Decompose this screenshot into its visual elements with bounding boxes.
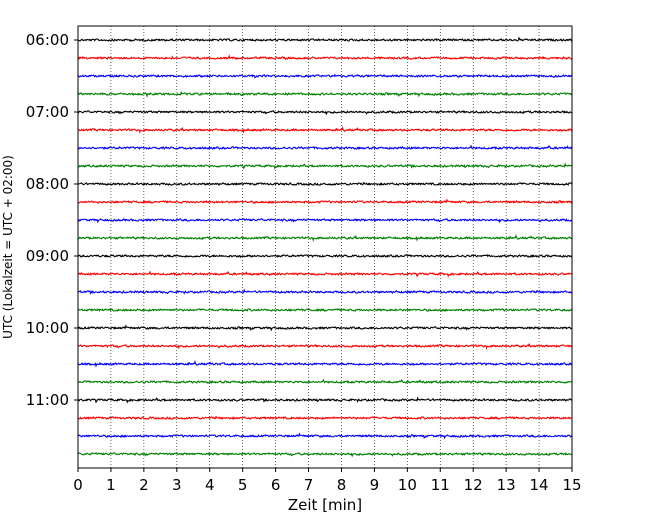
seismogram-trace: [77, 73, 573, 79]
x-tick-label: 7: [304, 476, 314, 494]
plot-area-frame: [77, 25, 573, 469]
seismogram-trace: [77, 270, 573, 278]
x-axis-label: Zeit [min]: [288, 496, 362, 514]
seismogram-trace: [77, 308, 573, 312]
x-tick-label: 3: [172, 476, 182, 494]
seismogram-trace: [77, 110, 573, 116]
y-tick-label: 09:00: [26, 247, 69, 265]
seismogram-trace: [77, 396, 573, 404]
seismogram-trace: [77, 90, 573, 98]
y-tick-label: 06:00: [26, 31, 69, 49]
seismogram-trace: [77, 144, 573, 151]
seismogram-trace: [77, 324, 573, 332]
x-tick-label: 5: [238, 476, 248, 494]
seismogram-trace: [77, 181, 573, 186]
seismogram-trace: [77, 54, 573, 61]
y-tick-label: 11:00: [26, 391, 69, 409]
y-tick-label: 08:00: [26, 175, 69, 193]
trace-layer: [77, 36, 573, 458]
y-axis: 06:00 07:00 08:00 09:00 10:00 11:00: [26, 31, 78, 409]
x-tick-label: 1: [106, 476, 116, 494]
seismogram-trace: [77, 36, 573, 42]
seismogram-trace: [77, 233, 573, 242]
seismogram-trace: [77, 198, 573, 204]
x-tick-label: 8: [337, 476, 347, 494]
x-tick-label: 12: [464, 476, 483, 494]
x-tick-label: 0: [73, 476, 83, 494]
y-tick-label: 07:00: [26, 103, 69, 121]
x-tick-label: 2: [139, 476, 149, 494]
seismogram-trace: [77, 378, 572, 385]
seismogram-trace: [77, 254, 573, 259]
x-tick-label: 11: [431, 476, 450, 494]
seismogram-trace: [77, 359, 573, 368]
x-tick-label: 10: [398, 476, 417, 494]
seismogram-trace: [77, 432, 572, 440]
seismogram-trace: [77, 288, 573, 295]
x-tick-label: 14: [530, 476, 549, 494]
x-tick-label: 9: [370, 476, 380, 494]
seismogram-trace: [77, 452, 572, 458]
y-axis-label: UTC (Lokalzeit = UTC + 02:00): [1, 155, 15, 339]
y-tick-label: 10:00: [26, 319, 69, 337]
x-axis: 0 1 2 3 4 5 6 7 8 9 10 11 12 13 14 15: [73, 468, 582, 494]
x-tick-label: 4: [205, 476, 215, 494]
seismogram-trace: [77, 415, 572, 420]
seismogram-trace: [77, 162, 573, 170]
x-tick-label: 13: [497, 476, 516, 494]
vertical-grid: [110, 26, 540, 468]
x-tick-label: 6: [271, 476, 281, 494]
seismogram-trace: [77, 342, 573, 350]
seismogram-trace: [77, 218, 573, 224]
x-tick-label: 15: [562, 476, 581, 494]
seismogram-trace: [77, 125, 573, 134]
